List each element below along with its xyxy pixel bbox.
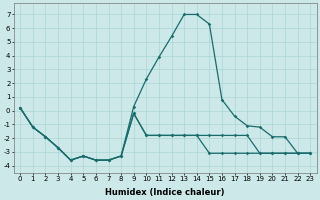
- X-axis label: Humidex (Indice chaleur): Humidex (Indice chaleur): [106, 188, 225, 197]
